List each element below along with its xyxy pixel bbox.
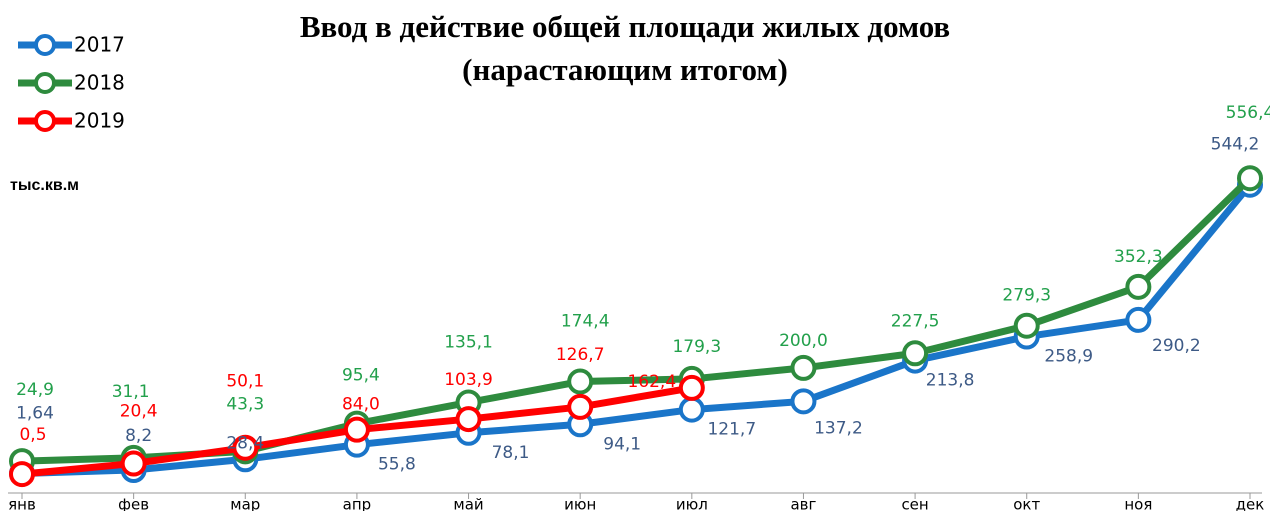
x-tick-label: авг (790, 496, 816, 511)
x-tick-label: май (453, 496, 483, 511)
data-label: 179,3 (672, 337, 721, 357)
data-label: 1,64 (16, 403, 54, 423)
legend-label: 2018 (74, 71, 125, 95)
data-label: 84,0 (342, 395, 380, 415)
data-label: 24,9 (16, 380, 54, 400)
data-label: 121,7 (707, 420, 756, 440)
x-tick-label: окт (1013, 496, 1040, 511)
x-tick-label: ноя (1124, 496, 1152, 511)
data-label: 200,0 (779, 331, 828, 351)
x-tick-label: дек (1236, 496, 1265, 511)
data-point (1125, 306, 1152, 333)
data-label: 8,2 (125, 426, 152, 446)
legend-marker (34, 72, 56, 94)
data-label: 290,2 (1152, 336, 1201, 356)
data-point (567, 368, 594, 395)
data-label: 94,1 (603, 434, 641, 454)
y-axis-label: тыс.кв.м (10, 177, 79, 194)
data-point (1237, 165, 1263, 192)
data-label: 258,9 (1044, 347, 1093, 367)
data-point (1125, 273, 1152, 300)
data-label: 43,3 (226, 394, 264, 414)
data-label: 78,1 (492, 443, 530, 463)
data-label: 279,3 (1002, 286, 1051, 306)
data-label: 227,5 (891, 311, 940, 331)
data-label: 0,5 (19, 425, 46, 445)
data-label: 544,2 (1211, 135, 1260, 155)
data-label: 28,4 (226, 433, 264, 453)
data-point (9, 461, 35, 488)
data-label: 103,9 (444, 370, 493, 390)
data-label: 162,4 (627, 372, 676, 392)
x-tick-label: июл (676, 496, 708, 511)
data-point (678, 396, 705, 423)
x-tick-label: июн (564, 496, 596, 511)
data-point (343, 416, 370, 443)
data-label: 556,4 (1226, 103, 1270, 123)
series-line (21, 182, 1253, 477)
x-tick-label: сен (901, 496, 928, 511)
data-label: 213,8 (926, 371, 975, 391)
data-label: 126,7 (556, 345, 605, 365)
data-label: 50,1 (226, 372, 264, 392)
data-label: 55,8 (378, 455, 416, 475)
data-label: 352,3 (1114, 247, 1163, 267)
data-label: 137,2 (814, 418, 863, 438)
data-point (790, 354, 817, 381)
data-label: 20,4 (120, 402, 158, 422)
data-point (455, 406, 482, 433)
data-point (120, 450, 147, 477)
data-point (790, 388, 817, 415)
x-tick-label: апр (343, 496, 372, 511)
x-tick-label: янв (8, 496, 36, 511)
data-point (567, 393, 594, 420)
data-label: 31,1 (112, 382, 150, 402)
data-label: 174,4 (561, 312, 610, 332)
data-point (902, 340, 929, 367)
chart-subtitle: (нарастающим итогом) (462, 52, 788, 87)
x-tick-label: фев (118, 496, 149, 511)
data-point (232, 434, 259, 461)
x-tick-label: мар (230, 496, 260, 511)
legend-label: 2019 (74, 109, 125, 133)
data-label: 135,1 (444, 332, 493, 352)
legend-marker (34, 110, 56, 132)
legend-label: 2017 (74, 33, 125, 57)
legend-marker (34, 34, 56, 56)
data-point (1013, 312, 1040, 339)
chart-title: Ввод в действие общей площади жилых домо… (300, 9, 950, 44)
data-point (678, 374, 705, 401)
data-label: 95,4 (342, 366, 380, 386)
